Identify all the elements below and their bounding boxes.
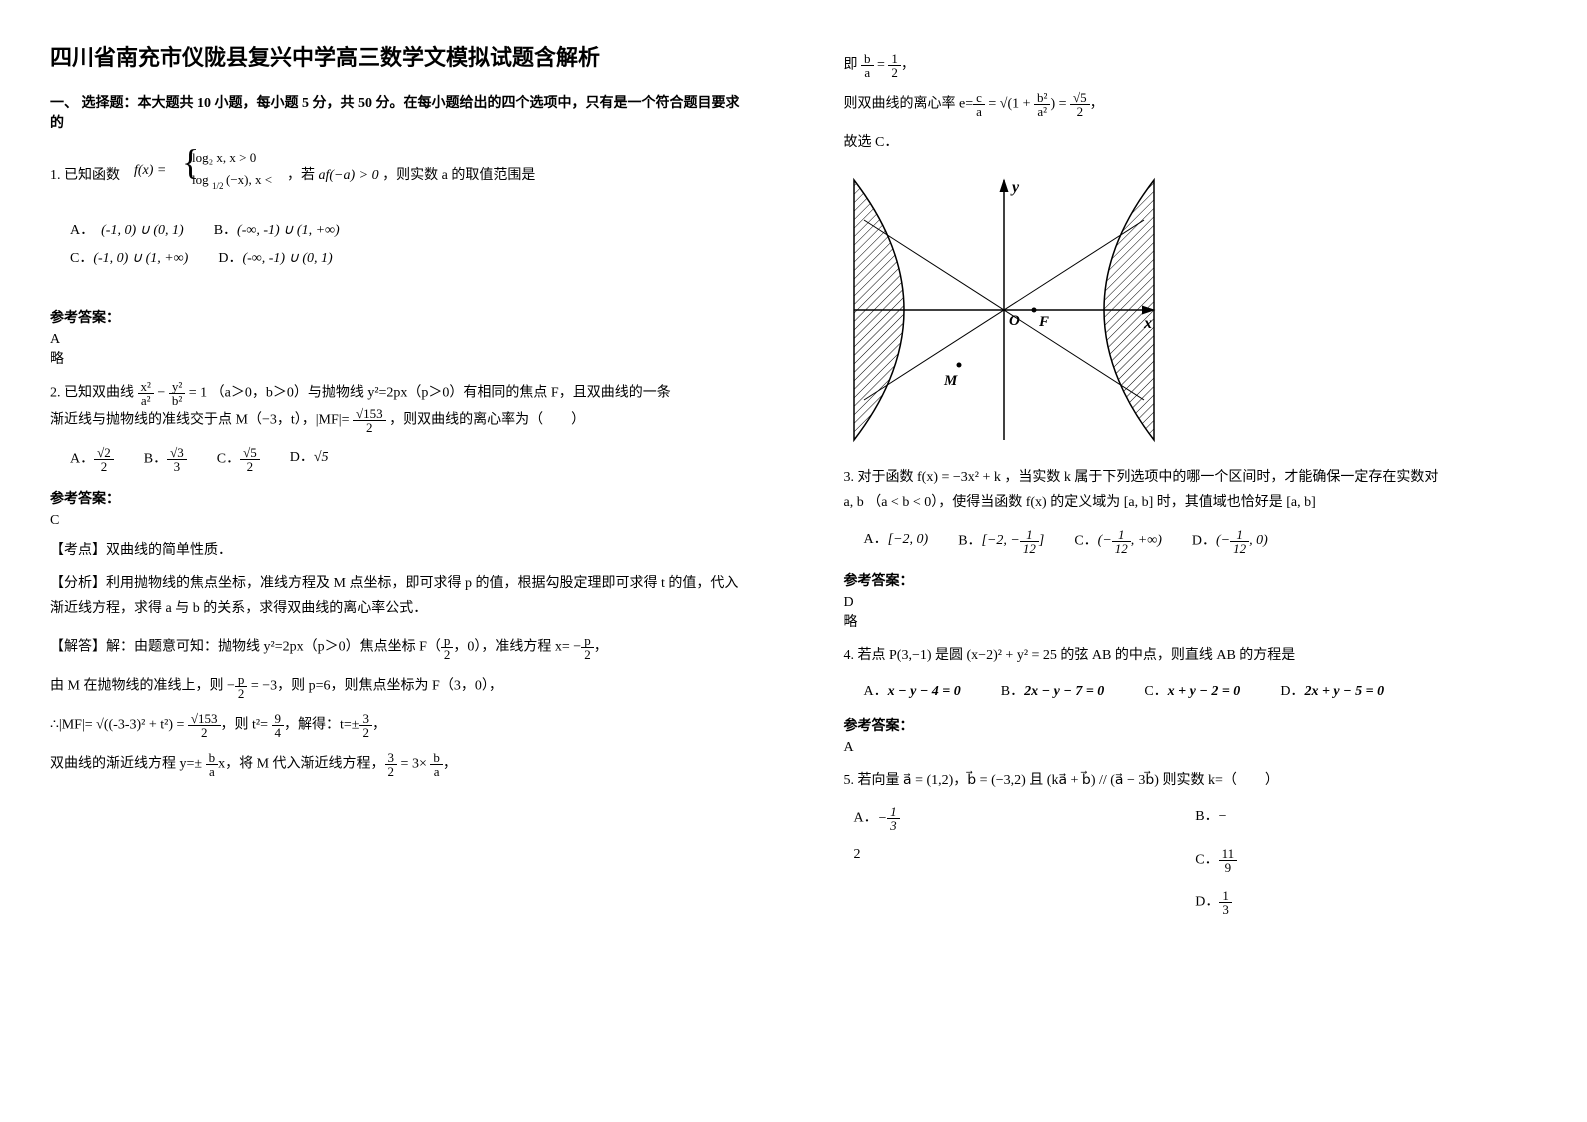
q5-opt-b: B．−	[1195, 805, 1537, 832]
q5-opt-a: A．−13	[854, 805, 1196, 832]
left-column: 四川省南充市仪陇县复兴中学高三数学文模拟试题含解析 一、 选择题：本大题共 10…	[0, 0, 794, 1122]
svg-text:log: log	[192, 172, 209, 187]
q1-answer-note: 略	[50, 348, 744, 368]
q1-stem-prefix: 1. 已知函数	[50, 168, 120, 183]
answer-label-1: 参考答案：	[50, 307, 744, 327]
q1-answer: A	[50, 332, 744, 348]
q1-opt-b: B．(-∞, -1) ∪ (1, +∞)	[214, 219, 340, 239]
q1-options: A． (-1, 0) ∪ (0, 1) B．(-∞, -1) ∪ (1, +∞)	[70, 219, 744, 239]
q2-eq1: x²a² − y²b² = 1	[138, 380, 208, 407]
q1-stem-suffix: ，若	[287, 168, 315, 183]
svg-text:(−x), x < 0: (−x), x < 0	[226, 172, 274, 187]
q2-options: A．√22 B．√33 C．√52 D．√5	[70, 446, 744, 473]
q3-opt-a: A．[−2, 0)	[864, 528, 929, 555]
q2-stem-l1: 2. 已知双曲线	[50, 386, 134, 401]
q4-options: A．x − y − 4 = 0 B．2x − y − 7 = 0 C．x + y…	[864, 680, 1538, 700]
q2-jieda-4: 双曲线的渐近线方程 y=± bax，将 M 代入渐近线方程，32 = 3× ba…	[50, 751, 744, 778]
col2-line3: 故选 C．	[844, 130, 1538, 155]
q2-stem-l1b: （a＞0，b＞0）与抛物线 y²=2px（p＞0）有相同的焦点 F，且双曲线的一…	[211, 386, 671, 401]
section-header: 一、 选择题：本大题共 10 小题，每小题 5 分，共 50 分。在每小题给出的…	[50, 92, 744, 132]
q4-opt-a: A．x − y − 4 = 0	[864, 680, 961, 700]
question-4: 4. 若点 P(3,−1) 是圆 (x−2)² + y² = 25 的弦 AB …	[844, 643, 1538, 668]
q1-opt-d: D．(-∞, -1) ∪ (0, 1)	[218, 247, 332, 267]
q5-options: A．−13 B．− 2 C．119 D．13	[854, 805, 1538, 916]
q2-kaodian: 【考点】双曲线的简单性质．	[50, 539, 744, 559]
right-column: 即 ba = 12， 则双曲线的离心率 e=ca = √(1 + b²a²) =…	[794, 0, 1587, 1122]
col2-line1: 即 ba = 12，	[844, 52, 1538, 79]
q3-stem-l1: 3. 对于函数 f(x) = −3x² + k ，当实数 k 属于下列选项中的哪…	[844, 470, 1439, 485]
svg-text:log₂ x, x > 0: log₂ x, x > 0	[192, 150, 256, 165]
q3-stem-l2: a, b （a < b < 0），使得当函数 f(x) 的定义域为 [a, b]…	[844, 495, 1316, 510]
q2-opt-d: D．√5	[290, 446, 329, 473]
q4-answer: A	[844, 740, 1538, 756]
q4-opt-c: C．x + y − 2 = 0	[1144, 680, 1240, 700]
page-title: 四川省南充市仪陇县复兴中学高三数学文模拟试题含解析	[50, 40, 744, 72]
q5-opt-d: D．13	[1195, 889, 1537, 916]
q2-fenxi: 【分析】利用抛物线的焦点坐标，准线方程及 M 点坐标，即可求得 p 的值，根据勾…	[50, 571, 744, 621]
q2-jieda-2: 由 M 在抛物线的准线上，则 −p2 = −3，则 p=6，则焦点坐标为 F（3…	[50, 673, 744, 700]
svg-text:1/2: 1/2	[212, 181, 224, 191]
q2-opt-c: C．√52	[217, 446, 260, 473]
svg-text:f(x) =: f(x) =	[134, 163, 166, 178]
q2-stem-l2b: ，则双曲线的离心率为（ ）	[389, 413, 585, 428]
answer-label-3: 参考答案：	[844, 570, 1538, 590]
q4-opt-d: D．2x + y − 5 = 0	[1280, 680, 1384, 700]
q1-piecewise: f(x) = { log₂ x, x > 0 log 1/2 (−x), x <…	[134, 144, 274, 207]
svg-text:O: O	[1009, 313, 1020, 329]
answer-label-2: 参考答案：	[50, 488, 744, 508]
q3-note: 略	[844, 611, 1538, 631]
q2-answer: C	[50, 513, 744, 529]
q2-jieda-3: ∴|MF|= √((-3-3)² + t²) = √1532，则 t²= 94，…	[50, 712, 744, 739]
q4-opt-b: B．2x − y − 7 = 0	[1001, 680, 1105, 700]
answer-label-4: 参考答案：	[844, 715, 1538, 735]
col2-line2: 则双曲线的离心率 e=ca = √(1 + b²a²) = √52，	[844, 91, 1538, 118]
q2-mf: √1532	[353, 407, 386, 434]
piecewise-svg: f(x) = { log₂ x, x > 0 log 1/2 (−x), x <…	[134, 144, 274, 198]
q2-opt-b: B．√33	[144, 446, 187, 473]
q3-answer: D	[844, 595, 1538, 611]
q5-opt-b2: 2	[854, 847, 1196, 874]
svg-text:y: y	[1010, 179, 1020, 196]
q1-stem-end: ，则实数 a 的取值范围是	[382, 168, 535, 183]
graph-svg: y x O F M	[844, 170, 1164, 450]
q3-opt-c: C．(−112, +∞)	[1074, 528, 1162, 555]
q5-opt-c: C．119	[1195, 847, 1537, 874]
svg-text:x: x	[1143, 315, 1152, 332]
q2-opt-a: A．√22	[70, 446, 114, 473]
q3-opt-d: D．(−112, 0)	[1192, 528, 1268, 555]
q2-stem-l2: 渐近线与抛物线的准线交于点 M（−3，t），|MF|=	[50, 413, 349, 428]
svg-text:F: F	[1038, 314, 1049, 330]
question-5: 5. 若向量 a⃗ = (1,2)，b⃗ = (−3,2) 且 (ka⃗ + b…	[844, 768, 1538, 793]
q1-opt-c: C．(-1, 0) ∪ (1, +∞)	[70, 247, 188, 267]
question-2: 2. 已知双曲线 x²a² − y²b² = 1 （a＞0，b＞0）与抛物线 y…	[50, 380, 744, 434]
question-3: 3. 对于函数 f(x) = −3x² + k ，当实数 k 属于下列选项中的哪…	[844, 465, 1538, 515]
svg-text:M: M	[943, 373, 958, 389]
question-1: 1. 已知函数 f(x) = { log₂ x, x > 0 log 1/2 (…	[50, 144, 744, 207]
q2-jieda-1: 【解答】解：由题意可知：抛物线 y²=2px（p＞0）焦点坐标 F（p2，0），…	[50, 634, 744, 661]
q3-opt-b: B．[−2, −112]	[958, 528, 1044, 555]
q3-options: A．[−2, 0) B．[−2, −112] C．(−112, +∞) D．(−…	[864, 528, 1538, 555]
q1-opt-a: A． (-1, 0) ∪ (0, 1)	[70, 219, 184, 239]
q1-cond: af(−a) > 0	[319, 168, 379, 183]
hyperbola-graph: y x O F M	[844, 170, 1164, 450]
q1-options-2: C．(-1, 0) ∪ (1, +∞) D．(-∞, -1) ∪ (0, 1)	[70, 247, 744, 267]
